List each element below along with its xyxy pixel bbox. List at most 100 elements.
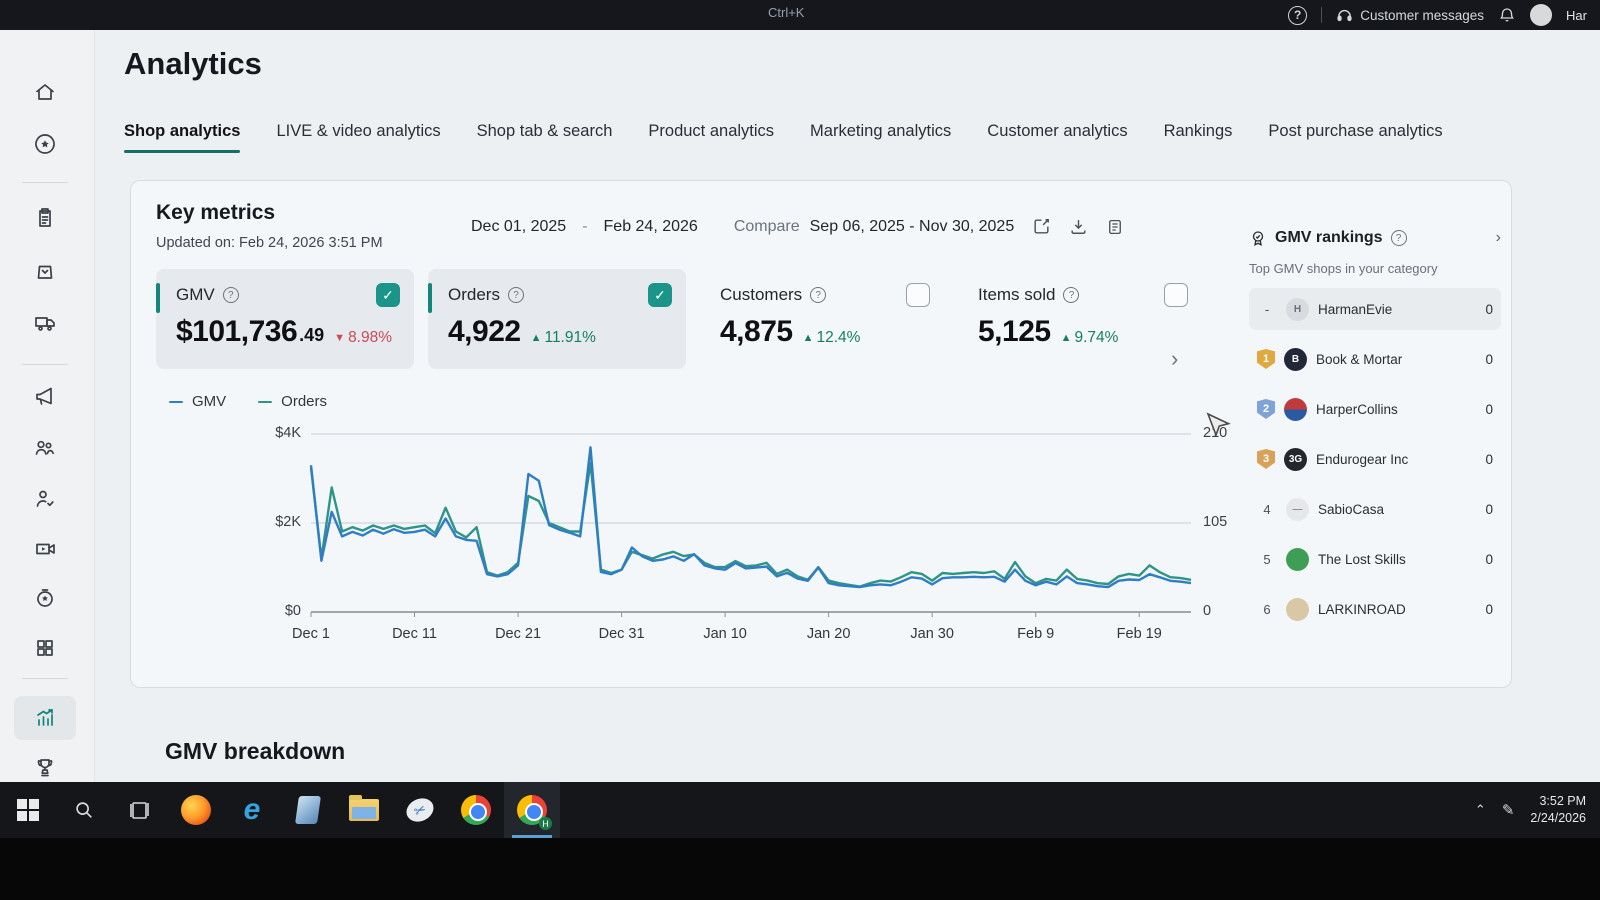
- sidebar-item-marketing[interactable]: [14, 374, 76, 418]
- sidebar-item-affiliate[interactable]: [14, 425, 76, 469]
- date-range-end[interactable]: Feb 24, 2026: [603, 217, 698, 235]
- metric-card-gmv[interactable]: GMV ? ✓ $101,736 .49 ▼ 8.98%: [156, 269, 414, 369]
- metric-delta: ▲ 12.4%: [802, 329, 861, 346]
- edit-compare-icon[interactable]: [1032, 217, 1051, 236]
- edge-button[interactable]: e: [224, 782, 280, 838]
- chrome-button[interactable]: [448, 782, 504, 838]
- taskbar-search-button[interactable]: [56, 782, 112, 838]
- metric-checkbox[interactable]: [1164, 283, 1188, 307]
- sidebar-item-orders[interactable]: [14, 196, 76, 240]
- chrome-active-button[interactable]: H: [504, 782, 560, 838]
- metric-card-customers[interactable]: Customers ? 4,875 ▲ 12.4%: [700, 269, 944, 369]
- cards-next-chevron-icon[interactable]: ›: [1171, 346, 1179, 371]
- legend-item-gmv[interactable]: GMV: [169, 393, 226, 410]
- tray-expand-chevron-icon[interactable]: ⌃: [1474, 802, 1486, 817]
- gmv-rankings-header[interactable]: GMV rankings ? ›: [1249, 229, 1501, 247]
- rankings-help-icon[interactable]: ?: [1390, 230, 1407, 246]
- rank-badge: -: [1264, 301, 1270, 317]
- help-icon[interactable]: ?: [1288, 5, 1308, 25]
- metric-help-icon[interactable]: ?: [1063, 287, 1080, 303]
- metric-delta: ▲ 9.74%: [1060, 329, 1119, 346]
- tab-customer-analytics[interactable]: Customer analytics: [987, 122, 1128, 140]
- key-metrics-title: Key metrics: [156, 201, 276, 224]
- firefox-button[interactable]: [168, 782, 224, 838]
- taskbar-clock[interactable]: 3:52 PM 2/24/2026: [1530, 793, 1586, 827]
- ranking-row[interactable]: 1 B Book & Mortar 0: [1249, 338, 1501, 380]
- legend-item-orders[interactable]: Orders: [258, 393, 327, 410]
- rankings-list: - H HarmanEvie 0 1 B Book & Mortar 0 2 H…: [1249, 288, 1501, 630]
- metric-help-icon[interactable]: ?: [222, 287, 239, 303]
- sidebar-item-live[interactable]: [14, 527, 76, 571]
- customers-icon: [36, 490, 54, 507]
- chart-line-gmv: [309, 446, 1192, 589]
- date-range-start[interactable]: Dec 01, 2025: [471, 217, 567, 235]
- metric-checkbox[interactable]: [906, 283, 930, 307]
- ranking-row[interactable]: 2 HarperCollins 0: [1249, 388, 1501, 430]
- download-icon[interactable]: [1069, 217, 1088, 236]
- delta-arrow-icon: ▲: [802, 332, 814, 344]
- ranking-row[interactable]: 5 The Lost Skills 0: [1249, 538, 1501, 580]
- shop-avatar: [1284, 397, 1307, 421]
- ranking-row[interactable]: - H HarmanEvie 0: [1249, 288, 1501, 330]
- file-explorer-button[interactable]: [336, 782, 392, 838]
- metric-delta: ▲ 11.91%: [530, 329, 596, 346]
- chrome-icon: [461, 795, 491, 825]
- gmv-rankings-card: GMV rankings ? › Top GMV shops in your c…: [1249, 229, 1501, 638]
- x-axis-label: Dec 21: [495, 626, 542, 642]
- sidebar-item-shipping[interactable]: [14, 300, 76, 344]
- metric-card-orders[interactable]: Orders ? ✓ 4,922 ▲ 11.91%: [428, 269, 686, 369]
- sidebar-divider: [22, 182, 68, 183]
- metric-card-items-sold[interactable]: Items sold ? 5,125 ▲ 9.74%: [958, 269, 1202, 369]
- ranking-row[interactable]: 3 3G Endurogear Inc 0: [1249, 438, 1501, 480]
- customer-messages-button[interactable]: Customer messages: [1336, 7, 1484, 24]
- rankings-chevron-icon[interactable]: ›: [1495, 229, 1501, 246]
- sidebar-item-apps[interactable]: [14, 626, 76, 670]
- metric-label: Items sold: [978, 285, 1056, 304]
- metric-help-icon[interactable]: ?: [507, 287, 524, 303]
- tab-shop-tab-search[interactable]: Shop tab & search: [476, 122, 613, 140]
- sidebar-item-home[interactable]: [14, 70, 76, 114]
- metric-cards: GMV ? ✓ $101,736 .49 ▼ 8.98% Orders: [156, 269, 1202, 369]
- compare-range[interactable]: Sep 06, 2025 - Nov 30, 2025: [809, 217, 1015, 235]
- user-avatar[interactable]: [1530, 4, 1552, 26]
- task-view-button[interactable]: [112, 782, 168, 838]
- snipping-tool-button[interactable]: ✂: [392, 782, 448, 838]
- metric-delta: ▼ 8.98%: [334, 329, 393, 346]
- ranking-row[interactable]: 4 — SabioCasa 0: [1249, 488, 1501, 530]
- ranking-row[interactable]: 6 LARKINROAD 0: [1249, 588, 1501, 630]
- gmv-line-swatch: [169, 400, 183, 403]
- compare-label: Compare: [733, 217, 800, 235]
- sidebar-item-customers[interactable]: [14, 476, 76, 520]
- discover-icon: [35, 134, 55, 154]
- legend-label: Orders: [281, 393, 328, 410]
- sidebar-item-shop[interactable]: [14, 576, 76, 620]
- sidebar-divider: [22, 678, 68, 679]
- sidebar-item-discover[interactable]: [14, 122, 76, 166]
- metric-label: Customers: [720, 285, 803, 304]
- search-shortcut-hint[interactable]: Ctrl+K: [768, 5, 805, 20]
- tab-rankings[interactable]: Rankings: [1163, 122, 1233, 140]
- task-view-icon: [130, 802, 149, 819]
- y-axis-right-label: 105: [1203, 514, 1228, 530]
- pen-tray-icon[interactable]: ✎: [1501, 802, 1515, 819]
- bell-icon[interactable]: [1498, 6, 1516, 24]
- tab-marketing-analytics[interactable]: Marketing analytics: [810, 122, 952, 140]
- metric-checkbox[interactable]: ✓: [376, 283, 400, 307]
- metric-help-icon[interactable]: ?: [810, 287, 827, 303]
- sidebar-item-products[interactable]: [14, 248, 76, 292]
- sidebar-item-analytics[interactable]: [14, 696, 76, 740]
- tab-post-purchase-analytics[interactable]: Post purchase analytics: [1268, 122, 1443, 140]
- growth-icon: [37, 759, 53, 777]
- user-name-label: Har: [1566, 7, 1587, 23]
- tab-live-video-analytics[interactable]: LIVE & video analytics: [276, 122, 441, 140]
- tab-product-analytics[interactable]: Product analytics: [648, 122, 775, 140]
- metric-checkbox[interactable]: ✓: [648, 283, 672, 307]
- 3d-viewer-button[interactable]: [280, 782, 336, 838]
- start-button[interactable]: [0, 782, 56, 838]
- sidebar-item-growth[interactable]: [14, 746, 76, 790]
- tab-shop-analytics[interactable]: Shop analytics: [124, 122, 241, 153]
- shop-gmv-value: 0: [1485, 401, 1493, 417]
- chart-line-orders: [309, 461, 1192, 588]
- report-icon[interactable]: [1106, 218, 1124, 236]
- updated-timestamp: Updated on: Feb 24, 2026 3:51 PM: [156, 235, 383, 251]
